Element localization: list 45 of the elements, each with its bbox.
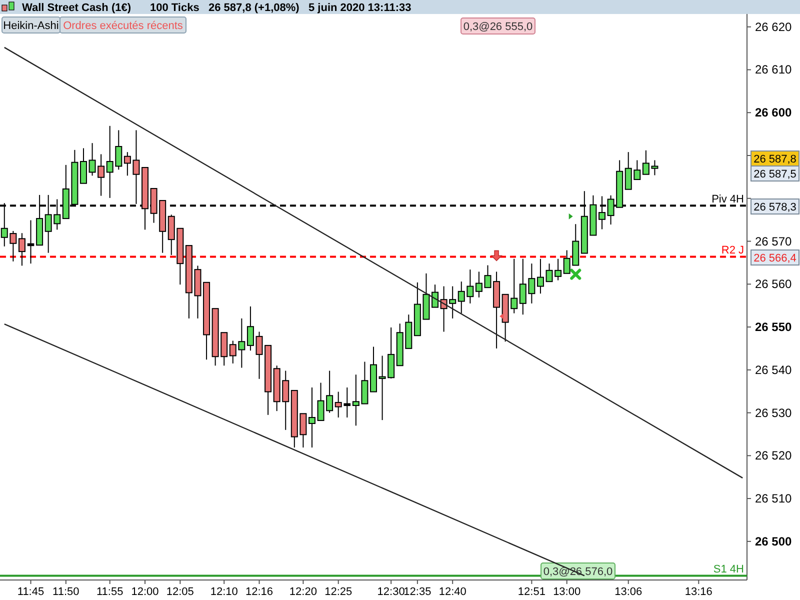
x-tick-label: 12:35 (404, 586, 432, 598)
y-tick-label: 26 520 (755, 448, 792, 463)
chart-subtitle: 100 Ticks 26 587,8 (+1,08%) 5 juin 2020 13:11:33 (150, 2, 412, 14)
x-tick-label: 13:00 (553, 586, 581, 598)
chart-title: Wall Street Cash (1€) (22, 2, 132, 14)
text: 26 566,4 (754, 252, 796, 264)
ref-line-label: Piv 4H (712, 194, 744, 206)
y-tick-label: 26 540 (755, 362, 792, 377)
x-tick-label: 12:51 (518, 586, 546, 598)
candlestick (432, 284, 439, 308)
annotation: Heikin-Ashi (3, 20, 59, 32)
y-tick-label: 26 610 (755, 62, 792, 77)
ref-line-label: S1 4H (713, 564, 744, 576)
annotation: Ordres exécutés récents (63, 20, 184, 32)
x-tick-label: 11:55 (96, 586, 124, 598)
text: 26 578,3 (754, 202, 796, 214)
x-tick-label: 11:50 (52, 586, 80, 598)
y-tick-label: 26 570 (755, 234, 792, 248)
candlestick (80, 148, 87, 184)
text: 26 587,5 (754, 168, 796, 180)
y-tick-label: 26 560 (755, 277, 792, 292)
annotation: 0,3@26 555,0 (463, 21, 533, 33)
x-tick-label: 12:20 (289, 586, 317, 598)
x-tick-label: 12:40 (438, 586, 466, 598)
x-tick-label: 11:45 (17, 586, 44, 598)
y-tick-label: 26 620 (755, 20, 792, 34)
x-tick-label: 12:30 (377, 586, 405, 598)
candlestick (18, 232, 26, 266)
text: 26 587,8 (754, 154, 796, 166)
x-tick-label: 12:10 (210, 586, 238, 598)
x-tick-label: 12:16 (245, 586, 274, 598)
candlestick (536, 258, 544, 294)
candlestick (246, 306, 254, 352)
y-tick-label: 26 510 (755, 492, 792, 506)
y-tick-label: 26 600 (755, 106, 792, 120)
ref-line-label: R2 J (721, 244, 744, 257)
x-tick-label: 13:06 (614, 586, 642, 598)
candlestick (308, 386, 316, 448)
y-tick-label: 26 550 (755, 320, 792, 334)
x-tick-label: 12:05 (166, 586, 194, 598)
y-tick-label: 26 500 (755, 534, 792, 548)
x-tick-label: 12:25 (324, 586, 352, 598)
y-tick-label: 26 530 (755, 406, 792, 420)
x-tick-label: 13:16 (684, 586, 712, 598)
x-tick-label: 12:00 (131, 586, 159, 598)
